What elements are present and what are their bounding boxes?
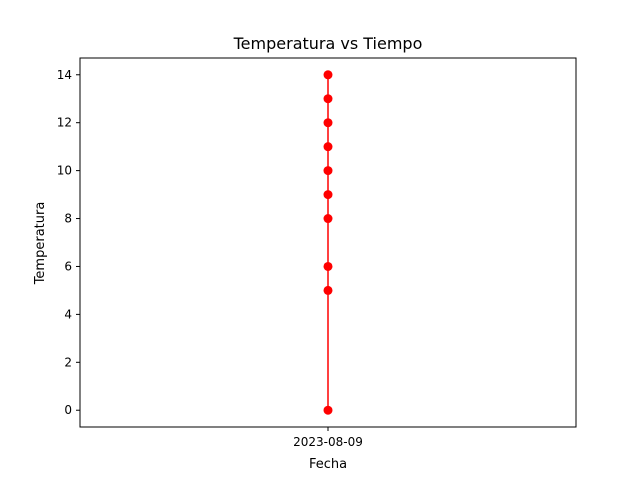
y-tick-label: 0 — [64, 403, 72, 417]
data-point — [323, 94, 333, 104]
y-tick-label: 4 — [64, 307, 72, 321]
data-point — [323, 166, 333, 176]
data-point — [323, 214, 333, 224]
y-tick-label: 14 — [57, 68, 72, 82]
data-point — [323, 285, 333, 295]
data-point — [323, 118, 333, 128]
y-axis-label: Temperatura — [33, 202, 48, 286]
data-point — [323, 190, 333, 200]
data-point — [323, 261, 333, 271]
y-tick-label: 12 — [57, 116, 72, 130]
y-tick-label: 8 — [64, 212, 72, 226]
data-point — [323, 142, 333, 152]
y-tick-label: 10 — [57, 164, 72, 178]
chart-title: Temperatura vs Tiempo — [233, 34, 423, 53]
x-axis-label: Fecha — [309, 457, 347, 472]
x-tick-label: 2023-08-09 — [293, 435, 363, 449]
y-tick-label: 2 — [64, 355, 72, 369]
data-point — [323, 70, 333, 80]
x-axis: 2023-08-09 — [293, 427, 363, 449]
y-axis: 0 2 4 6 8 10 12 14 — [57, 68, 80, 417]
series-layer — [323, 70, 333, 415]
y-tick-label: 6 — [64, 259, 72, 273]
data-point — [323, 405, 333, 415]
